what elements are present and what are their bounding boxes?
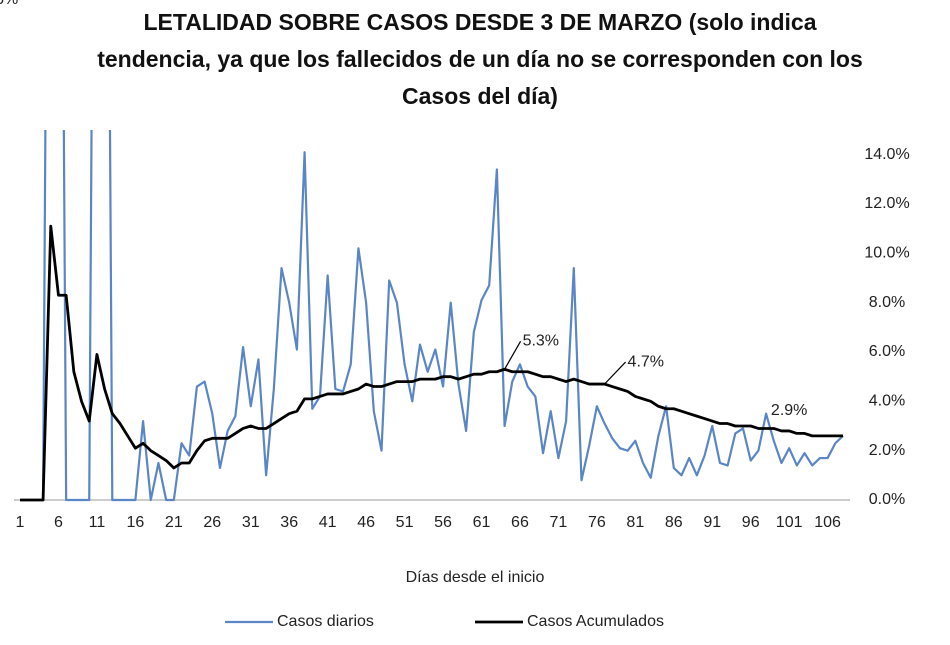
y-tick-label: 10.0% <box>864 245 909 262</box>
y-tick-label: 2.0% <box>869 442 905 459</box>
x-tick-label: 101 <box>776 514 803 531</box>
y-tick-label: 8.0% <box>869 294 905 311</box>
label-leader <box>504 340 522 370</box>
x-tick-label: 6 <box>54 514 63 531</box>
y-tick-label: 4.0% <box>869 393 905 410</box>
y-tick-label: 6.0% <box>869 343 905 360</box>
x-axis-title: Días desde el inicio <box>406 569 545 586</box>
x-tick-label: 76 <box>588 514 606 531</box>
chart-title: LETALIDAD SOBRE CASOS DESDE 3 DE MARZO (… <box>97 9 863 109</box>
data-label: 4.7% <box>628 353 664 370</box>
x-tick-label: 26 <box>203 514 221 531</box>
x-tick-label: 61 <box>473 514 491 531</box>
series-line <box>20 130 844 502</box>
plot-area <box>20 130 844 502</box>
x-tick-label: 46 <box>357 514 375 531</box>
x-tick-label: 21 <box>165 514 183 531</box>
label-leader <box>604 361 626 385</box>
x-tick-label: 81 <box>626 514 644 531</box>
x-tick-label: 91 <box>703 514 721 531</box>
y-tick-label: 14.0% <box>864 146 909 163</box>
x-tick-label: 16 <box>126 514 144 531</box>
x-tick-label: 11 <box>89 514 106 531</box>
x-tick-label: 1 <box>16 514 25 531</box>
y-tick-label: 12.0% <box>864 195 909 212</box>
x-tick-label: 106 <box>814 514 841 531</box>
x-tick-label: 56 <box>434 514 452 531</box>
x-tick-label: 86 <box>665 514 683 531</box>
data-label: 2.6% <box>0 0 18 8</box>
x-tick-label: 31 <box>242 514 260 531</box>
series-line <box>20 224 843 502</box>
x-tick-label: 36 <box>280 514 298 531</box>
x-tick-label: 51 <box>396 514 414 531</box>
x-tick-label: 96 <box>742 514 760 531</box>
legend-label: Casos diarios <box>277 613 374 630</box>
data-label: 2.9% <box>771 402 807 419</box>
y-tick-label: 0.0% <box>869 491 905 508</box>
x-tick-label: 71 <box>550 514 568 531</box>
data-label: 5.3% <box>523 332 559 349</box>
x-tick-label: 66 <box>511 514 529 531</box>
x-tick-label: 41 <box>319 514 337 531</box>
legend-label: Casos Acumulados <box>527 613 664 630</box>
